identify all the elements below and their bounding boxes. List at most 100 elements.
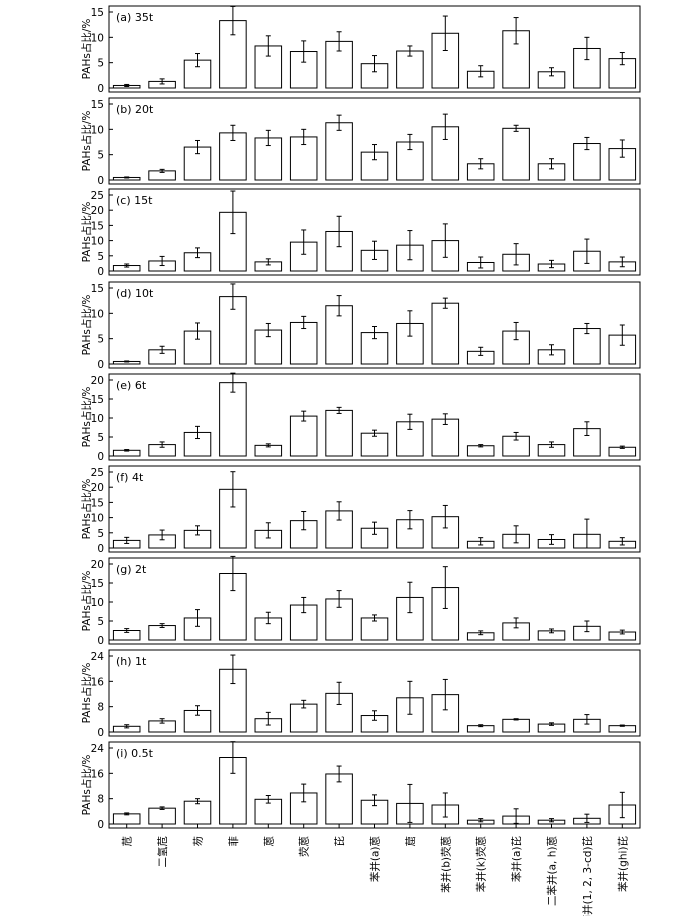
y-tick-label: 10: [91, 236, 104, 248]
x-tick-label: 二苯并(a, h)蒽: [546, 836, 559, 906]
y-tick-label: 24: [91, 743, 105, 755]
y-tick-label: 0: [97, 175, 104, 187]
y-tick-label: 20: [91, 205, 104, 217]
y-tick-label: 15: [91, 220, 104, 232]
y-tick-label: 5: [97, 58, 104, 70]
panel-frame: [108, 373, 641, 461]
panel-label: (i) 0.5t: [116, 747, 154, 760]
y-axis-label: PAHs占比/%: [80, 19, 93, 80]
bar: [289, 321, 318, 365]
y-tick-label: 0: [97, 359, 104, 371]
y-axis-label: PAHs占比/%: [80, 295, 93, 356]
x-tick-label: 苯并(b)荧蒽: [439, 836, 452, 893]
y-axis-label: PAHs占比/%: [80, 571, 93, 632]
y-axis-label: PAHs占比/%: [80, 479, 93, 540]
y-tick-label: 15: [91, 497, 104, 509]
y-tick-label: 15: [91, 283, 104, 295]
y-tick-label: 8: [97, 794, 104, 806]
y-tick-label: 0: [97, 543, 104, 555]
bar: [573, 328, 601, 365]
y-tick-label: 10: [91, 513, 104, 525]
x-tick-label: 菲: [228, 836, 240, 847]
y-tick-label: 10: [91, 124, 104, 136]
bar: [502, 718, 530, 733]
y-tick-label: 0: [97, 727, 104, 739]
y-tick-label: 5: [97, 334, 104, 346]
y-tick-label: 10: [91, 597, 104, 609]
y-tick-label: 0: [97, 266, 104, 278]
y-tick-label: 10: [91, 308, 104, 320]
y-tick-label: 5: [97, 432, 104, 444]
x-tick-label: 苯并(a)蒽: [369, 836, 382, 883]
bar: [148, 807, 176, 825]
y-tick-label: 10: [91, 413, 104, 425]
panel-label: (a) 35t: [116, 11, 154, 24]
bar: [396, 141, 424, 181]
y-tick-label: 16: [91, 676, 105, 688]
y-tick-label: 15: [91, 7, 104, 19]
bar: [219, 382, 247, 457]
y-tick-label: 25: [91, 190, 104, 202]
x-tick-label: 芘: [333, 836, 346, 847]
panel-frame: [108, 281, 641, 369]
panel-frame: [108, 465, 641, 553]
panel-label: (c) 15t: [116, 194, 153, 207]
panel-label: (b) 20t: [116, 103, 154, 116]
y-axis-label: PAHs占比/%: [80, 387, 93, 448]
y-axis-label: PAHs占比/%: [80, 202, 93, 263]
x-tick-label: 苯并(k)荧蒽: [475, 836, 488, 893]
panel-frame: [108, 557, 641, 645]
y-tick-label: 0: [97, 451, 104, 463]
y-tick-label: 20: [91, 559, 104, 571]
panel-label: (e) 6t: [116, 379, 147, 392]
y-tick-label: 15: [91, 578, 104, 590]
x-tick-label: 蒽: [262, 836, 275, 847]
bar: [431, 302, 460, 365]
panel-frame: [108, 97, 641, 185]
y-tick-label: 15: [91, 394, 104, 406]
y-tick-label: 0: [97, 83, 104, 95]
x-tick-label: 茚并(1, 2, 3-cd)芘: [581, 836, 594, 916]
panel-label: (f) 4t: [116, 471, 144, 484]
panel-label: (h) 1t: [116, 655, 147, 668]
x-tick-label: 苯并(a)芘: [510, 836, 523, 882]
y-tick-label: 5: [97, 150, 104, 162]
y-tick-label: 5: [97, 251, 104, 263]
y-tick-label: 8: [97, 702, 104, 714]
bar: [112, 813, 141, 825]
y-tick-label: 5: [97, 616, 104, 628]
bar: [219, 757, 247, 825]
x-tick-label: 荧蒽: [298, 836, 311, 857]
y-tick-label: 25: [91, 467, 104, 479]
y-axis-label: PAHs占比/%: [80, 111, 93, 172]
y-tick-label: 10: [91, 32, 104, 44]
panel-frame: [108, 649, 641, 737]
x-tick-label: 苊: [121, 836, 134, 847]
bar: [289, 415, 318, 457]
bar: [608, 148, 637, 181]
panel-label: (d) 10t: [116, 287, 154, 300]
x-tick-label: 芴: [192, 836, 205, 847]
y-tick-label: 20: [91, 375, 104, 387]
y-tick-label: 0: [97, 635, 104, 647]
panel-label: (g) 2t: [116, 563, 147, 576]
bar: [183, 800, 212, 825]
x-tick-label: 䓛: [405, 836, 417, 847]
y-tick-label: 5: [97, 528, 104, 540]
y-axis-label: PAHs占比/%: [80, 755, 93, 816]
bar: [289, 703, 318, 733]
bar: [502, 127, 530, 181]
y-axis-label: PAHs占比/%: [80, 663, 93, 724]
panel-frame: [108, 5, 641, 93]
y-tick-label: 20: [91, 482, 104, 494]
bar: [325, 409, 353, 457]
panel-frame: [108, 188, 641, 276]
y-tick-label: 24: [91, 651, 105, 663]
bar: [325, 122, 353, 181]
y-tick-label: 16: [91, 768, 105, 780]
y-tick-label: 0: [97, 819, 104, 831]
y-tick-label: 15: [91, 99, 104, 111]
x-tick-label: 苯并(ghi)芘: [616, 836, 629, 892]
